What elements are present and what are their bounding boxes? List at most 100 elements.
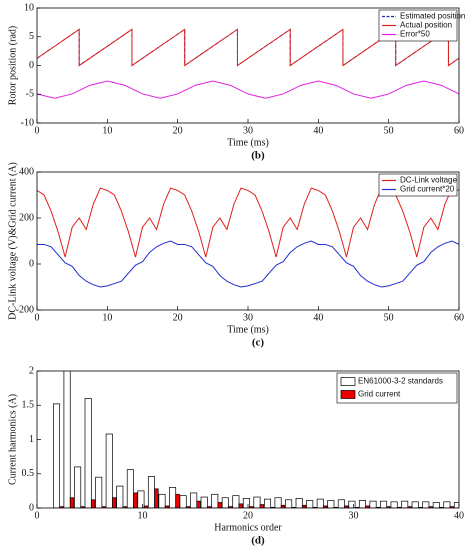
bar <box>232 495 240 508</box>
x-axis-label: Time (ms) <box>227 137 269 148</box>
bar <box>164 505 170 508</box>
bar <box>69 497 75 508</box>
caption: (d) <box>251 535 265 547</box>
line-series <box>37 240 459 288</box>
bar <box>217 502 222 508</box>
bar <box>422 501 430 508</box>
bar <box>428 506 433 508</box>
legend-label: Actual position <box>400 21 452 30</box>
bar <box>126 469 134 508</box>
y-tick-label: 0 <box>29 258 34 269</box>
y-axis-label: Rotor position (rad) <box>7 26 18 105</box>
bar <box>365 505 370 508</box>
bar <box>105 433 113 508</box>
x-axis-label: Time (ms) <box>227 324 269 335</box>
bar <box>137 490 145 508</box>
bar <box>158 493 166 508</box>
legend-box <box>336 372 458 404</box>
x-tick-label: 60 <box>454 125 464 136</box>
bar <box>285 499 293 508</box>
bar <box>432 502 440 508</box>
legend-label: Grid current <box>358 390 401 399</box>
legend-box <box>378 173 458 197</box>
bar <box>323 505 328 508</box>
legend-label: Error*50 <box>400 30 430 39</box>
x-tick-label: 10 <box>138 510 148 521</box>
bar <box>74 466 82 508</box>
bar <box>411 501 419 508</box>
bar <box>175 493 180 508</box>
bar <box>401 500 409 508</box>
y-tick-label: -5 <box>26 89 34 100</box>
x-tick-label: 30 <box>243 125 253 136</box>
bar <box>53 403 61 508</box>
bar <box>101 506 106 508</box>
y-tick-label: 1.5 <box>22 400 35 411</box>
line-series <box>37 80 459 99</box>
bar <box>221 497 229 508</box>
y-tick-label: 1 <box>29 434 34 445</box>
axes-frame <box>36 370 460 509</box>
x-tick-label: 40 <box>313 125 323 136</box>
caption: (c) <box>252 337 265 349</box>
bar <box>461 507 465 508</box>
bar <box>90 499 96 508</box>
y-tick-label: 0 <box>29 60 34 71</box>
bar <box>386 506 391 508</box>
axes-frame <box>36 171 460 311</box>
bar <box>348 500 356 508</box>
x-tick-label: 0 <box>35 312 40 323</box>
bar <box>449 506 455 508</box>
bar <box>369 500 377 508</box>
bar <box>306 500 314 508</box>
plot-area <box>37 28 459 99</box>
bar <box>80 506 85 508</box>
bar <box>200 496 208 508</box>
bar <box>196 500 201 508</box>
x-tick-label: 20 <box>173 312 183 323</box>
y-axis-label: DC-Link voltage (V)&Grid current (A) <box>7 162 18 320</box>
bar <box>337 499 345 508</box>
bar <box>185 506 191 508</box>
legend-label: EN61000-3-2 standards <box>358 377 443 386</box>
y-tick-label: 0 <box>29 502 34 513</box>
legend-label: DC-Link voltage <box>400 176 457 185</box>
bar <box>211 493 219 508</box>
x-tick-label: 60 <box>454 312 464 323</box>
x-tick-label: 20 <box>243 510 253 521</box>
y-tick-label: 400 <box>19 166 34 177</box>
x-tick-label: 40 <box>313 312 323 323</box>
bar <box>147 476 155 508</box>
y-tick-label: 5 <box>29 31 34 42</box>
bar <box>344 505 349 508</box>
bar <box>358 500 366 508</box>
legend-label: Estimated position <box>400 12 465 21</box>
bar <box>112 497 117 508</box>
x-tick-label: 50 <box>384 312 394 323</box>
bar <box>154 488 159 508</box>
bar <box>190 492 198 508</box>
bar <box>380 500 388 508</box>
bar <box>116 485 124 508</box>
axes-frame <box>36 7 460 124</box>
plot-area <box>53 371 465 508</box>
bar <box>259 504 265 508</box>
y-tick-label: 200 <box>19 212 34 223</box>
line-series <box>37 187 459 258</box>
bar <box>122 506 127 508</box>
bar <box>295 498 303 508</box>
bar <box>264 498 272 508</box>
y-axis-label: Current harmonics (A) <box>7 394 18 485</box>
bar <box>274 497 282 508</box>
bar <box>327 500 335 508</box>
bar <box>84 398 92 508</box>
y-tick-label: 10 <box>24 2 34 13</box>
bar <box>238 503 244 508</box>
bar <box>179 495 187 508</box>
legend-swatch <box>340 390 356 399</box>
bar <box>253 496 261 508</box>
bar <box>301 504 307 508</box>
x-tick-label: 0 <box>35 125 40 136</box>
y-tick-label: 2 <box>29 365 34 376</box>
y-tick-label: -10 <box>21 117 34 128</box>
